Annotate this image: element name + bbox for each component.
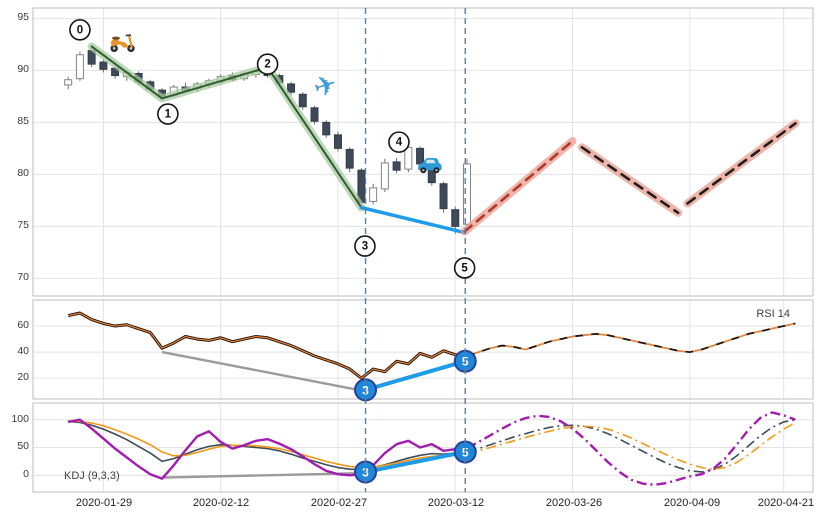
wave-marker-circle [69,19,91,41]
wave-marker-number: 2 [264,59,270,71]
candle-up [462,163,471,225]
price-y-tick: 95 [17,11,29,23]
price-y-tick: 90 [17,63,29,75]
candle-down [333,134,342,149]
kdj-k-line [68,420,468,471]
wave-marker-circle [157,103,179,125]
x-axis-label: 2020-03-12 [427,497,485,509]
x-axis-label: 2020-02-12 [192,497,250,509]
rsi-y-tick: 40 [17,345,29,357]
x-axis-label: 2020-04-09 [663,497,721,509]
candle-down [439,183,448,210]
price-y-tick: 80 [17,167,29,179]
forecast-up-2 [686,122,797,205]
candle-down [392,161,401,171]
kdj-j-forecast [466,411,796,486]
scooter-icon [109,33,136,53]
price-wave-markers: 0 1 2 3 4 5 [69,19,476,279]
price-panel [64,33,800,236]
rsi-label: RSI 14 [756,308,790,320]
candle-down [322,121,331,136]
candle-down [99,61,108,70]
candle-up [404,146,413,170]
kdj-j-line [67,418,468,480]
price-y-tick: 75 [17,219,29,231]
candle-down [451,209,460,227]
airplane-icon [312,68,341,101]
candle-down [298,93,307,108]
candle-up [369,187,378,202]
candle-down [287,83,296,93]
wave-marker-number: 3 [362,241,368,253]
rsi-trendline [161,350,366,393]
candle-up [380,162,389,190]
gridlines [32,7,814,493]
wave-marker-circle [354,235,376,257]
rsi-y-tick: 20 [17,371,29,383]
kdj-trendline [161,471,365,479]
candle-down [345,148,354,169]
wave-line-blue [363,449,468,474]
wave-marker-number: 0 [77,24,83,36]
kdj-y-tick: 100 [11,413,29,425]
candle-up [75,54,84,80]
kdj-y-tick: 0 [23,468,29,480]
forecast-down [580,146,680,215]
kdj-d-forecast [466,421,796,470]
wave-marker-number: 1 [165,109,172,121]
price-y-tick: 70 [17,271,29,283]
kdj-label: KDJ (9,3,3) [64,470,120,482]
candle-up [64,79,73,86]
rsi-line [67,311,468,380]
rsi-panel: 35 [67,311,796,402]
price-y-tick: 85 [17,115,29,127]
forecast-up-1 [463,139,574,233]
wave-marker-number: 4 [396,137,403,149]
wave-line-blue [363,359,468,392]
x-axis-label: 2020-01-29 [75,497,133,509]
kdj-y-tick: 50 [17,440,29,452]
candle-down [416,147,425,165]
candle-down [310,107,319,122]
wave-marker-circle [256,53,279,75]
wave-marker-circle [388,131,410,153]
rsi-y-tick: 60 [17,319,29,331]
kdj-d-line [68,420,468,469]
wave-marker-circle [453,257,476,279]
wave-0-3-line [90,45,363,209]
x-axis-label: 2020-03-26 [545,497,603,509]
wave-3-5-line [359,205,467,235]
x-axis-label: 2020-04-21 [757,497,815,509]
wave-marker-number: 5 [461,262,468,274]
x-axis-label: 2020-02-27 [310,497,368,509]
kdj-panel: 35 [67,411,796,486]
kdj-k-forecast [466,418,796,473]
